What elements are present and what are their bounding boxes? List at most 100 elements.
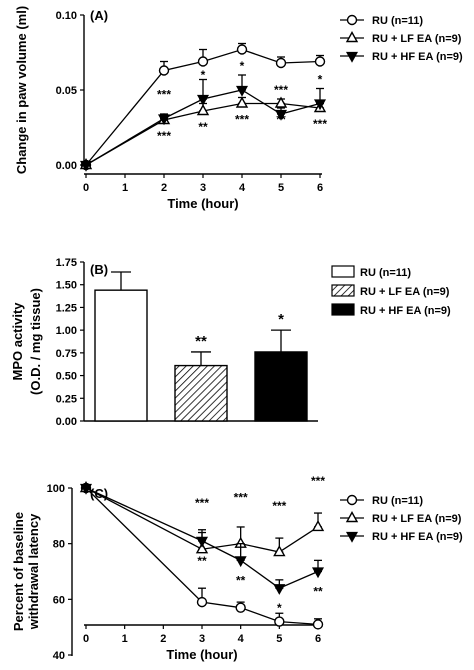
x-tick-label: 5 xyxy=(276,633,282,645)
data-point xyxy=(235,96,249,108)
bar xyxy=(254,351,308,422)
series-2 xyxy=(79,483,325,595)
x-tick-label: 4 xyxy=(238,633,245,645)
data-point xyxy=(195,542,209,554)
significance-marker: *** xyxy=(272,499,286,513)
data-point xyxy=(273,545,286,557)
y-tick-label: 0.00 xyxy=(56,160,77,172)
y-axis-title: withdrawal latency xyxy=(26,513,41,630)
y-tick-label: 1.75 xyxy=(56,257,77,269)
series-line xyxy=(85,48,321,166)
y-tick-label: 0.05 xyxy=(56,85,77,97)
data-point xyxy=(79,160,93,172)
significance-marker: *** xyxy=(157,88,171,102)
panel-c: 0 1 2 3 4 5 6 40 60 80 100 Time (hour) Percent of ba… xyxy=(11,474,463,662)
data-point xyxy=(274,616,285,627)
legend-swatch xyxy=(331,303,355,316)
series-2 xyxy=(79,74,327,172)
x-tick-label: 1 xyxy=(122,182,128,194)
legend-label: RU + HF EA (n=9) xyxy=(372,51,463,63)
significance-marker: * xyxy=(277,601,282,615)
y-tick-label: 0.00 xyxy=(56,416,77,428)
data-point xyxy=(196,104,210,116)
significance-marker: ** xyxy=(236,573,246,587)
significance-marker: *** xyxy=(195,496,209,510)
y-tick-label: 40 xyxy=(53,650,65,662)
y-tick-label: 1.25 xyxy=(56,302,77,314)
y-tick-label: 60 xyxy=(53,594,65,606)
data-point xyxy=(235,602,246,613)
legend-label: RU + LF EA (n=9) xyxy=(372,513,462,525)
significance-marker: *** xyxy=(235,113,249,127)
bar xyxy=(94,289,148,422)
data-point xyxy=(273,584,286,595)
panel-label: (A) xyxy=(90,8,108,23)
significance-marker: *** xyxy=(274,83,288,97)
x-tick-label: 1 xyxy=(122,633,128,645)
significance-marker: *** xyxy=(157,129,171,143)
legend-marker xyxy=(346,494,358,506)
significance-marker: ** xyxy=(195,333,207,350)
data-point xyxy=(234,556,247,568)
legend-label: RU + LF EA (n=9) xyxy=(360,286,450,298)
legend-marker xyxy=(345,511,359,523)
significance-marker: * xyxy=(278,311,284,328)
y-tick-label: 0.10 xyxy=(56,10,77,22)
data-point xyxy=(274,96,288,108)
data-point xyxy=(311,520,325,532)
legend-label: RU + HF EA (n=9) xyxy=(360,305,451,317)
significance-marker: * xyxy=(240,59,245,73)
x-tick-label: 3 xyxy=(199,633,205,645)
y-tick-label: 100 xyxy=(47,483,65,495)
panel-label: (B) xyxy=(90,262,108,277)
x-tick-label: 2 xyxy=(161,182,167,194)
data-point xyxy=(197,56,209,67)
error-bar xyxy=(191,351,211,366)
x-tick-label: 6 xyxy=(317,182,323,194)
y-axis-title: MPO activity xyxy=(10,302,25,381)
data-point xyxy=(275,57,287,69)
data-point xyxy=(79,483,93,495)
significance-marker: *** xyxy=(311,474,325,488)
significance-marker: * xyxy=(201,68,206,82)
legend-swatch xyxy=(331,265,355,278)
data-point xyxy=(314,56,326,67)
data-point xyxy=(195,536,209,548)
legend-marker xyxy=(346,14,358,26)
series-line xyxy=(85,89,321,166)
data-point xyxy=(196,94,210,106)
legend-label: RU + HF EA (n=9) xyxy=(372,531,463,543)
y-tick-label: 0.50 xyxy=(56,371,77,383)
y-axis-title: Change in paw volume (ml) xyxy=(14,6,29,174)
data-point xyxy=(311,567,325,579)
y-tick-label: 80 xyxy=(53,539,65,551)
series-line xyxy=(85,102,321,166)
x-tick-label: 0 xyxy=(83,633,89,645)
x-tick-label: 6 xyxy=(315,633,321,645)
legend-label: RU + LF EA (n=9) xyxy=(372,33,462,45)
data-point xyxy=(274,109,288,121)
data-point xyxy=(196,596,208,608)
data-point xyxy=(157,114,171,126)
panel-b: 0.00 0.25 0.50 0.75 1.00 1.25 1.50 1.75 MPO acti… xyxy=(10,257,451,428)
significance-marker: ** xyxy=(197,554,207,568)
data-point xyxy=(236,44,248,55)
y-tick-label: 0.75 xyxy=(56,348,77,360)
x-axis-title: Time (hour) xyxy=(167,196,238,211)
significance-marker: *** xyxy=(234,491,248,505)
bar xyxy=(174,364,228,422)
error-bar xyxy=(111,271,131,291)
x-axis-title: Time (hour) xyxy=(166,647,237,662)
legend-marker xyxy=(345,51,359,63)
significance-marker: * xyxy=(318,73,323,87)
legend-label: RU (n=11) xyxy=(372,15,423,27)
legend-marker xyxy=(345,31,359,43)
legend-swatch xyxy=(331,284,355,297)
y-axis-title: Percent of baseline xyxy=(11,512,26,631)
significance-marker: *** xyxy=(313,117,327,131)
data-point xyxy=(312,619,324,630)
data-point xyxy=(313,99,327,111)
x-tick-label: 3 xyxy=(200,182,206,194)
data-point xyxy=(158,65,170,76)
